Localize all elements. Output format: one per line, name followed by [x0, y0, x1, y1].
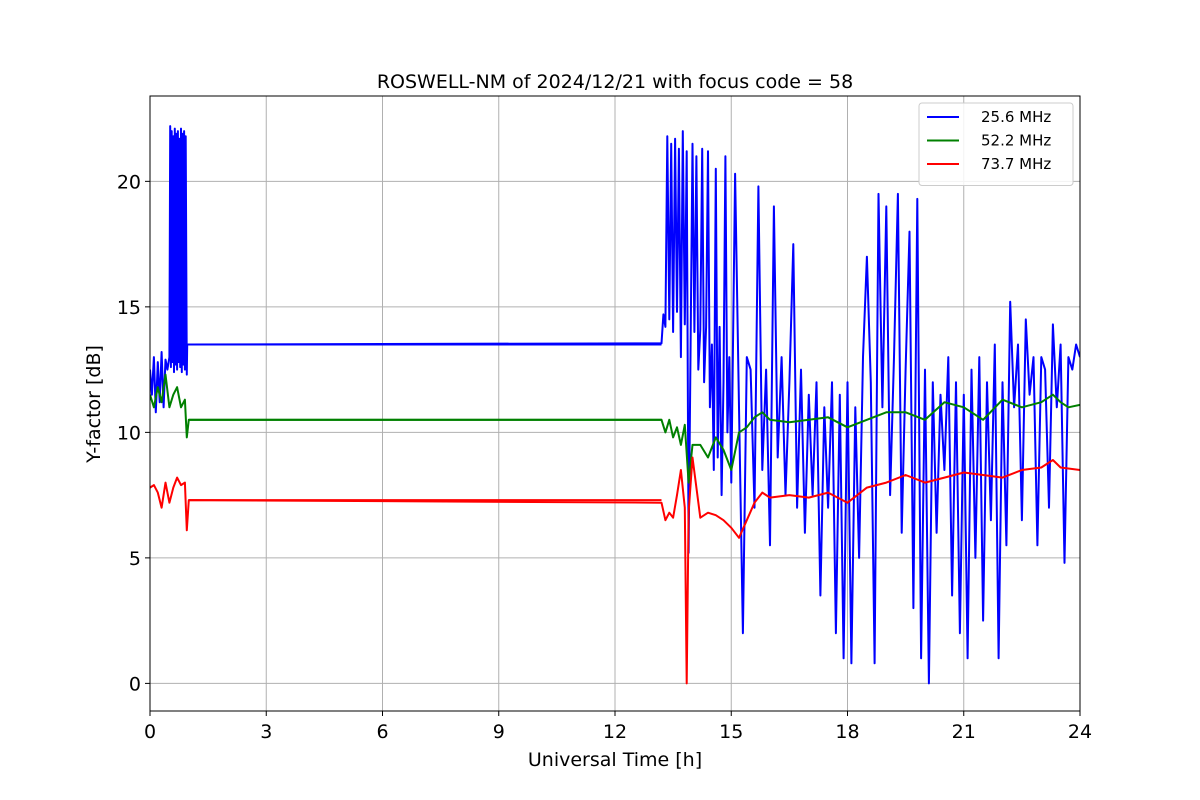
y-tick-label: 10 — [117, 422, 141, 444]
y-axis: 0 5 10 15 20 — [117, 171, 150, 695]
x-tick-label: 0 — [144, 721, 156, 743]
legend-label: 73.7 MHz — [981, 155, 1051, 173]
x-axis-label: Universal Time [h] — [528, 749, 702, 771]
x-axis: 0 3 6 9 12 15 18 21 24 — [144, 711, 1092, 743]
y-tick-label: 0 — [129, 673, 141, 695]
x-tick-label: 24 — [1068, 721, 1092, 743]
series-layer — [150, 125, 1080, 685]
y-tick-label: 5 — [129, 548, 141, 570]
x-tick-label: 3 — [260, 721, 272, 743]
y-axis-label: Y-factor [dB] — [83, 345, 105, 464]
legend-label: 25.6 MHz — [981, 108, 1051, 126]
y-tick-label: 20 — [117, 171, 141, 193]
series-line-2 — [150, 456, 1080, 685]
x-tick-label: 18 — [835, 721, 859, 743]
x-tick-label: 6 — [376, 721, 388, 743]
legend-label: 52.2 MHz — [981, 132, 1051, 150]
x-tick-label: 21 — [952, 721, 976, 743]
series-line-1 — [150, 373, 1080, 484]
x-tick-label: 15 — [719, 721, 743, 743]
y-tick-label: 15 — [117, 297, 141, 319]
series-line-0 — [150, 125, 1080, 685]
x-tick-label: 12 — [603, 721, 627, 743]
legend: 25.6 MHz 52.2 MHz 73.7 MHz — [918, 102, 1074, 186]
chart-title: ROSWELL-NM of 2024/12/21 with focus code… — [377, 71, 853, 93]
x-tick-label: 9 — [493, 721, 505, 743]
